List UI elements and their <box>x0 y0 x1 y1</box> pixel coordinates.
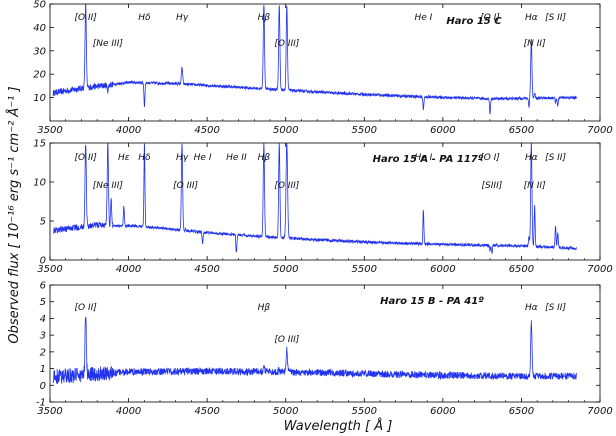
y-tick-label: 4 <box>40 314 46 325</box>
y-tick-label: 10 <box>33 178 46 189</box>
line-label: Hγ <box>176 153 189 163</box>
x-tick-label: 6500 <box>509 125 534 136</box>
line-label: [O I] <box>480 13 500 23</box>
y-tick-label: 6 <box>40 281 46 292</box>
line-label: Hδ <box>138 13 151 23</box>
panel-3: 3500 4000 4500 5000 5500 6000 6500 7000 -1 0 1 2 3 4 5… <box>36 281 613 418</box>
y-tick-label: 30 <box>33 46 46 57</box>
line-label: Hε <box>118 153 130 163</box>
panel-frame <box>49 142 601 261</box>
x-tick-label: 4000 <box>116 125 141 136</box>
panel-title: Haro 15 C <box>446 16 502 27</box>
y-tick-label: 2 <box>40 347 46 358</box>
line-label: [O II] <box>75 13 98 23</box>
x-tick-label: 3500 <box>37 125 62 136</box>
x-tick-label: 4000 <box>116 264 141 275</box>
y-tick-label: 10 <box>33 93 46 104</box>
panel-frame <box>49 284 601 403</box>
line-label: [O III] <box>274 181 299 191</box>
line-label: [O II] <box>75 153 98 163</box>
x-tick-label: 6500 <box>509 406 534 417</box>
line-label: [O I] <box>480 153 500 163</box>
x-tick-label: 5000 <box>273 125 298 136</box>
line-label: [S II] <box>545 303 566 313</box>
line-label: Hβ <box>258 153 271 163</box>
panel-title: Haro 15 B - PA 41º <box>380 296 484 307</box>
y-tick-label: 3 <box>40 331 46 342</box>
panel-2: 3500 4000 4500 5000 5500 6000 6500 7000 0 5 10 15 Ha… <box>33 139 612 276</box>
x-tick-label: 6500 <box>509 264 534 275</box>
spectrum-line <box>52 4 577 115</box>
line-label: Hγ <box>176 13 189 23</box>
line-label: Hβ <box>258 303 271 313</box>
x-tick-label: 6000 <box>430 406 455 417</box>
x-tick-label: 4500 <box>194 125 219 136</box>
x-tick-label: 4500 <box>194 264 219 275</box>
x-tick-label: 5500 <box>352 406 377 417</box>
line-label: Hβ <box>258 13 271 23</box>
y-tick-label: 1 <box>40 364 46 375</box>
x-tick-label: 5000 <box>273 264 298 275</box>
x-tick-label: 4500 <box>194 406 219 417</box>
line-label: He I <box>194 153 212 163</box>
line-label: He II <box>226 153 247 163</box>
line-label: Hα <box>525 153 538 163</box>
x-tick-label: 3500 <box>37 264 62 275</box>
x-tick-label: 7000 <box>587 406 612 417</box>
y-tick-label: 20 <box>33 70 46 81</box>
y-axis-title: Observed flux [ 10⁻¹⁶ erg s⁻¹ cm⁻² Å⁻¹ ] <box>6 86 22 343</box>
x-axis-title: Wavelength [ Å ] <box>284 418 393 434</box>
x-tick-label: 4000 <box>116 406 141 417</box>
x-tick-label: 7000 <box>587 264 612 275</box>
panel-1: 3500 4000 4500 5000 5500 6000 6500 7000 10 20 30 40… <box>33 0 612 136</box>
y-tick-label: 0 <box>40 256 46 267</box>
line-label: [SIII] <box>482 181 503 191</box>
panels-group: 3500 4000 4500 5000 5500 6000 6500 700010203040… <box>33 0 612 417</box>
line-label: [Ne III] <box>93 181 124 191</box>
x-tick-label: 5500 <box>352 264 377 275</box>
line-label: He I <box>414 13 432 23</box>
line-label: [O III] <box>274 39 299 49</box>
line-label: Hα <box>525 303 538 313</box>
y-tick-label: 40 <box>33 23 46 34</box>
x-tick-label: 6000 <box>430 264 455 275</box>
y-tick-label: 5 <box>40 217 46 228</box>
line-label: [S II] <box>545 13 566 23</box>
line-label: He I <box>414 153 432 163</box>
line-label: [N II] <box>524 39 546 49</box>
x-tick-label: 5000 <box>273 406 298 417</box>
line-label: [O II] <box>75 303 98 313</box>
x-tick-label: 3500 <box>37 406 62 417</box>
x-tick-label: 7000 <box>587 125 612 136</box>
line-label: Hδ <box>138 153 151 163</box>
panel-frame <box>49 3 601 122</box>
line-label: [S II] <box>545 153 566 163</box>
spectrum-line <box>52 316 577 384</box>
line-label: [O III] <box>274 335 299 345</box>
line-label: [O III] <box>173 181 198 191</box>
y-tick-label: 15 <box>33 139 46 150</box>
y-tick-label: -1 <box>36 398 46 409</box>
spectrum-line <box>52 143 577 255</box>
line-label: [N II] <box>524 181 546 191</box>
line-label: [Ne III] <box>93 39 124 49</box>
x-tick-label: 6000 <box>430 125 455 136</box>
y-tick-label: 0 <box>40 381 46 392</box>
x-tick-label: 5500 <box>352 125 377 136</box>
panel-title: Haro 15 A - PA 117º <box>373 154 484 165</box>
line-label: Hα <box>525 13 538 23</box>
y-tick-label: 5 <box>40 297 46 308</box>
y-tick-label: 50 <box>33 0 46 11</box>
